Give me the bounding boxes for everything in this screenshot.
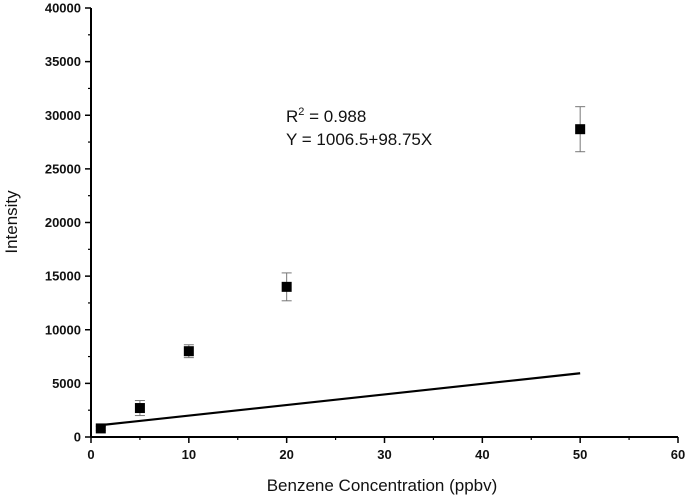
x-tick-label: 40 (475, 447, 489, 462)
y-tick-label: 5000 (52, 376, 81, 391)
y-tick-label: 30000 (45, 108, 81, 123)
y-tick-label: 20000 (45, 215, 81, 230)
fit-line (100, 372, 581, 427)
x-tick-label: 0 (87, 447, 94, 462)
x-tick-label: 30 (377, 447, 391, 462)
x-tick-label: 50 (573, 447, 587, 462)
y-tick-label: 15000 (45, 269, 81, 284)
data-point (183, 346, 194, 357)
y-tick-label: 0 (74, 430, 81, 445)
data-point (575, 124, 586, 135)
x-tick-label: 20 (279, 447, 293, 462)
data-point (95, 423, 106, 434)
r2-annotation: R2 = 0.988 (286, 106, 366, 126)
y-tick-label: 10000 (45, 322, 81, 337)
data-point (134, 403, 145, 414)
x-tick-label: 60 (671, 447, 685, 462)
data-point (281, 281, 292, 292)
x-axis-title: Benzene Concentration (ppbv) (267, 476, 498, 495)
y-axis-title: Intensity (2, 190, 21, 254)
x-tick-label: 10 (182, 447, 196, 462)
y-tick-label: 25000 (45, 161, 81, 176)
y-tick-label: 40000 (45, 1, 81, 16)
equation-annotation: Y = 1006.5+98.75X (286, 130, 432, 149)
y-tick-label: 35000 (45, 54, 81, 69)
